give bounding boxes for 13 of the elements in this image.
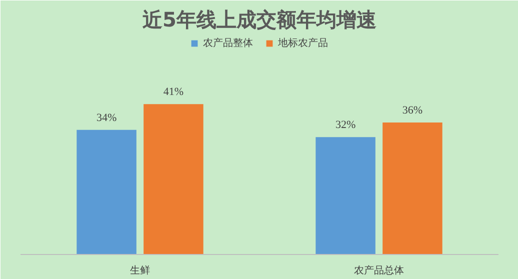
bar [316, 137, 376, 254]
bar [76, 130, 136, 254]
data-label: 34% [96, 112, 117, 124]
legend-label: 农产品整体 [203, 36, 253, 50]
data-label: 32% [335, 119, 356, 132]
data-label: 41% [163, 86, 184, 98]
legend-label: 地标农产品 [278, 36, 328, 50]
chart-title: 近5年线上成交额年均增速 [142, 8, 376, 32]
x-tick-label: 农产品总体 [354, 264, 404, 276]
bar [144, 104, 204, 254]
bar [382, 122, 442, 254]
data-label: 36% [402, 104, 423, 116]
x-tick-label: 生鲜 [130, 264, 150, 276]
